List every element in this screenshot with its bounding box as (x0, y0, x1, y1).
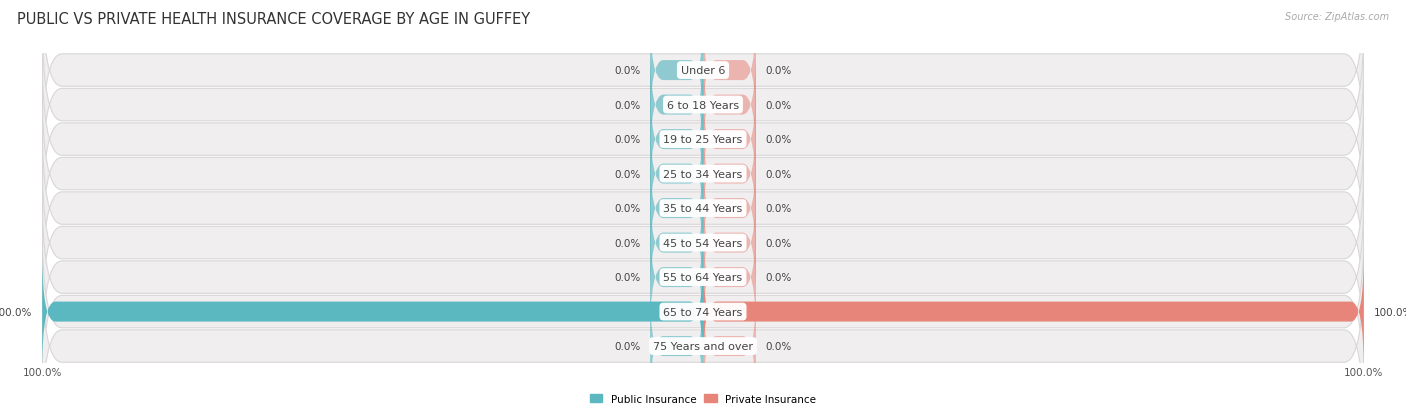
FancyBboxPatch shape (650, 287, 703, 405)
FancyBboxPatch shape (42, 121, 1364, 296)
Text: Source: ZipAtlas.com: Source: ZipAtlas.com (1285, 12, 1389, 22)
Text: 75 Years and over: 75 Years and over (652, 341, 754, 351)
Text: 0.0%: 0.0% (614, 204, 640, 214)
FancyBboxPatch shape (650, 47, 703, 164)
Text: 0.0%: 0.0% (614, 273, 640, 282)
FancyBboxPatch shape (650, 150, 703, 268)
FancyBboxPatch shape (703, 150, 756, 268)
Text: 100.0%: 100.0% (0, 307, 32, 317)
FancyBboxPatch shape (42, 0, 1364, 158)
FancyBboxPatch shape (703, 47, 756, 164)
FancyBboxPatch shape (703, 253, 1364, 371)
FancyBboxPatch shape (703, 115, 756, 233)
Text: 0.0%: 0.0% (766, 238, 792, 248)
FancyBboxPatch shape (703, 184, 756, 302)
Text: 0.0%: 0.0% (766, 169, 792, 179)
Text: 6 to 18 Years: 6 to 18 Years (666, 100, 740, 110)
FancyBboxPatch shape (650, 81, 703, 199)
Text: 0.0%: 0.0% (766, 100, 792, 110)
Text: 35 to 44 Years: 35 to 44 Years (664, 204, 742, 214)
Text: 0.0%: 0.0% (766, 204, 792, 214)
Text: Under 6: Under 6 (681, 66, 725, 76)
FancyBboxPatch shape (42, 87, 1364, 261)
Text: 0.0%: 0.0% (614, 66, 640, 76)
FancyBboxPatch shape (42, 18, 1364, 192)
Text: 0.0%: 0.0% (766, 135, 792, 145)
Text: 45 to 54 Years: 45 to 54 Years (664, 238, 742, 248)
Text: 0.0%: 0.0% (766, 66, 792, 76)
Text: PUBLIC VS PRIVATE HEALTH INSURANCE COVERAGE BY AGE IN GUFFEY: PUBLIC VS PRIVATE HEALTH INSURANCE COVER… (17, 12, 530, 27)
FancyBboxPatch shape (650, 184, 703, 302)
FancyBboxPatch shape (42, 156, 1364, 330)
FancyBboxPatch shape (42, 225, 1364, 399)
FancyBboxPatch shape (42, 52, 1364, 227)
Text: 0.0%: 0.0% (614, 100, 640, 110)
FancyBboxPatch shape (703, 81, 756, 199)
FancyBboxPatch shape (703, 218, 756, 336)
FancyBboxPatch shape (42, 259, 1364, 413)
FancyBboxPatch shape (650, 218, 703, 336)
Text: 0.0%: 0.0% (614, 238, 640, 248)
FancyBboxPatch shape (42, 253, 703, 371)
FancyBboxPatch shape (703, 12, 756, 130)
FancyBboxPatch shape (650, 12, 703, 130)
Text: 0.0%: 0.0% (614, 169, 640, 179)
FancyBboxPatch shape (650, 115, 703, 233)
Text: 19 to 25 Years: 19 to 25 Years (664, 135, 742, 145)
Text: 65 to 74 Years: 65 to 74 Years (664, 307, 742, 317)
Text: 0.0%: 0.0% (614, 341, 640, 351)
Text: 25 to 34 Years: 25 to 34 Years (664, 169, 742, 179)
FancyBboxPatch shape (703, 287, 756, 405)
FancyBboxPatch shape (42, 190, 1364, 365)
Legend: Public Insurance, Private Insurance: Public Insurance, Private Insurance (585, 389, 821, 408)
Text: 100.0%: 100.0% (1374, 307, 1406, 317)
Text: 0.0%: 0.0% (766, 273, 792, 282)
Text: 0.0%: 0.0% (766, 341, 792, 351)
Text: 0.0%: 0.0% (614, 135, 640, 145)
Text: 55 to 64 Years: 55 to 64 Years (664, 273, 742, 282)
